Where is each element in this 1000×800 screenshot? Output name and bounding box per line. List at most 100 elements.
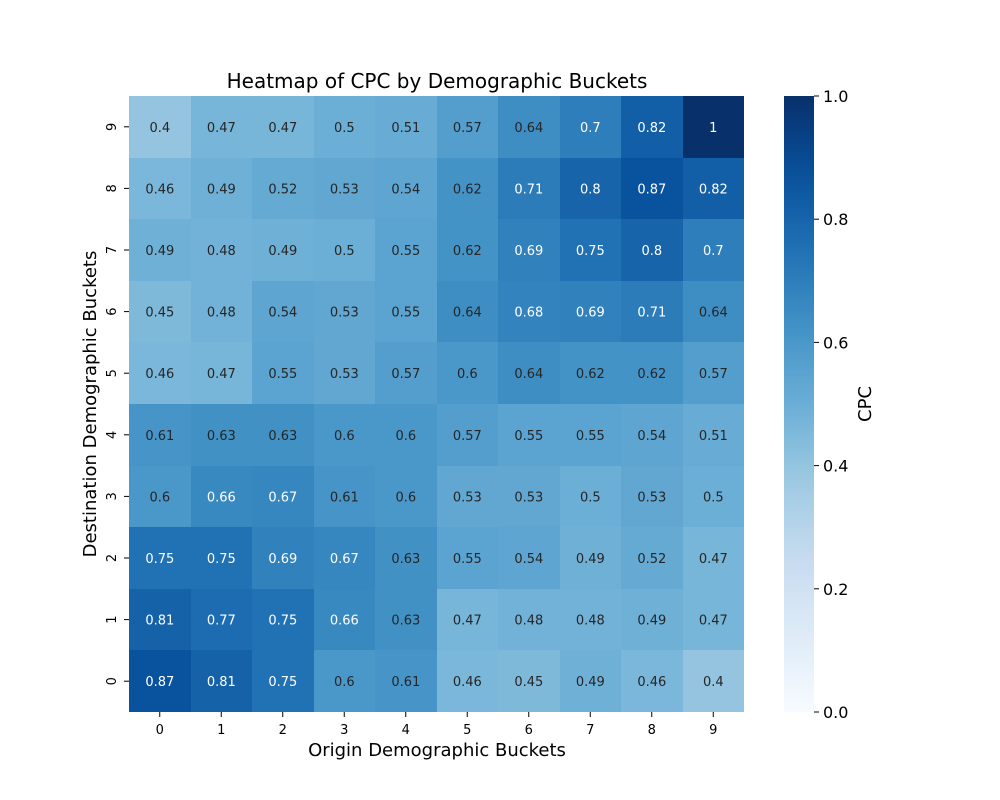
heatmap-cell (191, 96, 252, 158)
heatmap-cell (437, 527, 498, 589)
heatmap-cell (621, 527, 683, 589)
heatmap-cell (621, 158, 683, 219)
cell-value-label: 0.54 (514, 552, 543, 567)
cell-value-label: 1 (709, 121, 717, 136)
x-axis-ticks: 0 1 2 3 4 5 6 7 8 9 (156, 712, 717, 738)
y-tick-label: 5 (105, 369, 120, 377)
cell-value-label: 0.5 (703, 490, 724, 505)
cell-value-label: 0.7 (703, 244, 724, 259)
cell-value-label: 0.81 (207, 675, 236, 690)
heatmap-cell (621, 219, 683, 281)
heatmap-cell (252, 158, 314, 219)
colorbar-tick-label: 0.2 (823, 580, 848, 599)
cell-value-label: 0.48 (207, 306, 236, 321)
cell-value-label: 0.82 (637, 121, 666, 136)
heatmap-cell (129, 96, 191, 158)
heatmap-cell (252, 466, 314, 527)
cell-value-label: 0.55 (268, 367, 297, 382)
cell-value-label: 0.47 (453, 614, 482, 629)
heatmap-cell (560, 527, 621, 589)
heatmap-cell (252, 96, 314, 158)
heatmap-cell (129, 342, 191, 404)
y-tick-label: 6 (105, 307, 120, 315)
cell-value-label: 0.67 (268, 490, 297, 505)
heatmap-cell (437, 466, 498, 527)
colorbar (784, 96, 814, 712)
heatmap-cell (498, 589, 560, 650)
heatmap-cell (314, 650, 375, 712)
heatmap-cell (129, 527, 191, 589)
cell-value-label: 0.71 (514, 182, 543, 197)
cell-value-label: 0.75 (268, 614, 297, 629)
heatmap-cell (621, 466, 683, 527)
heatmap-cell (560, 96, 621, 158)
cell-value-label: 0.57 (699, 367, 728, 382)
cell-value-label: 0.82 (699, 182, 728, 197)
heatmap-cell (191, 342, 252, 404)
cell-value-label: 0.51 (699, 429, 728, 444)
cell-value-label: 0.6 (395, 429, 416, 444)
heatmap-cell (252, 342, 314, 404)
heatmap-cell (375, 96, 437, 158)
heatmap-cell (437, 342, 498, 404)
colorbar-ticks: 0.0 0.2 0.4 0.6 0.8 1.0 (814, 87, 848, 722)
heatmap-cell (314, 466, 375, 527)
heatmap-cell (191, 466, 252, 527)
cell-value-label: 0.47 (699, 614, 728, 629)
heatmap-cell (498, 96, 560, 158)
y-tick-label: 3 (105, 492, 120, 500)
y-tick-label: 1 (105, 615, 120, 623)
cell-value-label: 0.62 (576, 367, 605, 382)
cell-value-label: 0.53 (453, 490, 482, 505)
heatmap-cell (129, 281, 191, 342)
cell-value-label: 0.62 (453, 244, 482, 259)
heatmap-cell (252, 281, 314, 342)
heatmap-cell (375, 404, 437, 466)
y-tick-label: 2 (105, 554, 120, 562)
cell-value-label: 0.46 (637, 675, 666, 690)
cell-value-label: 0.6 (334, 429, 355, 444)
heatmap-cell (498, 527, 560, 589)
x-tick-label: 0 (156, 723, 164, 738)
heatmap-cell (498, 404, 560, 466)
heatmap-cell (314, 281, 375, 342)
cell-value-label: 0.68 (514, 306, 543, 321)
cell-value-label: 0.53 (514, 490, 543, 505)
x-tick-label: 3 (340, 723, 348, 738)
cell-value-label: 0.54 (268, 306, 297, 321)
y-axis-label: Destination Demographic Buckets (80, 251, 101, 558)
x-tick-label: 9 (709, 723, 717, 738)
heatmap-cell (498, 281, 560, 342)
colorbar-tick-label: 0.6 (823, 333, 848, 352)
chart-title: Heatmap of CPC by Demographic Buckets (227, 69, 648, 93)
heatmap-cell (314, 589, 375, 650)
cell-value-label: 0.57 (453, 121, 482, 136)
heatmap-cell (683, 404, 744, 466)
cell-value-label: 0.55 (453, 552, 482, 567)
cell-value-label: 0.47 (207, 367, 236, 382)
y-tick-label: 4 (105, 431, 120, 439)
cell-value-label: 0.53 (330, 182, 359, 197)
heatmap-cell (621, 342, 683, 404)
y-tick-label: 0 (105, 677, 120, 685)
cell-value-label: 0.49 (576, 675, 605, 690)
heatmap-cell (498, 650, 560, 712)
heatmap-cell (437, 219, 498, 281)
heatmap-cell (437, 650, 498, 712)
heatmap-cell (191, 281, 252, 342)
heatmap-cell (252, 404, 314, 466)
heatmap-cell (191, 219, 252, 281)
cell-value-label: 0.49 (576, 552, 605, 567)
heatmap-cell (129, 158, 191, 219)
heatmap-cell (683, 466, 744, 527)
heatmap-cell (683, 281, 744, 342)
heatmap-cell (560, 342, 621, 404)
heatmap-cell (437, 96, 498, 158)
heatmap-cell (621, 96, 683, 158)
cell-value-label: 0.4 (703, 675, 724, 690)
heatmap-cell (129, 589, 191, 650)
heatmap-cell (560, 589, 621, 650)
heatmap-cell (314, 219, 375, 281)
heatmap-cell (252, 219, 314, 281)
